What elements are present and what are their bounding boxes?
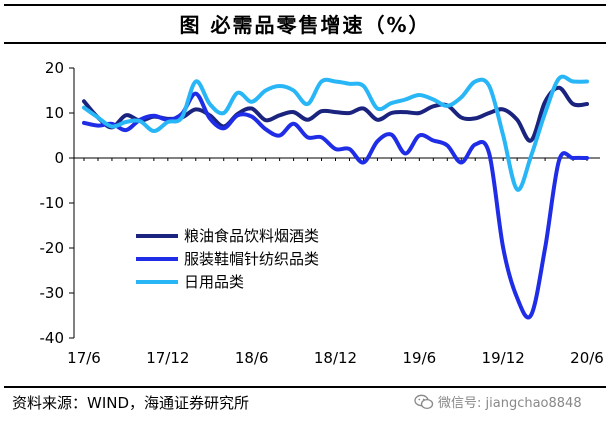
y-tick-label: -20 xyxy=(40,239,65,257)
legend-label: 服装鞋帽针纺织品类 xyxy=(184,250,319,268)
x-tick-label: 19/12 xyxy=(482,349,525,367)
y-tick-label: 10 xyxy=(45,104,64,122)
x-tick-label: 20/6 xyxy=(570,349,604,367)
wechat-icon xyxy=(414,394,434,409)
chart-title: 图 必需品零售增速（%） xyxy=(179,13,431,37)
x-tick-label: 17/6 xyxy=(67,349,101,367)
x-tick-label: 19/6 xyxy=(402,349,436,367)
y-tick-label: 0 xyxy=(54,149,64,167)
title-bottom-rule xyxy=(4,42,606,44)
title-top-rule xyxy=(4,4,606,6)
title-bar: 图 必需品零售增速（%） xyxy=(0,0,610,46)
x-tick-label: 18/12 xyxy=(314,349,357,367)
legend-label: 日用品类 xyxy=(184,273,244,291)
series-layer xyxy=(82,74,589,320)
y-tick-label: -40 xyxy=(40,329,65,347)
series-line-clothing xyxy=(82,91,589,320)
y-tick-label: -30 xyxy=(40,284,65,302)
legend-label: 粮油食品饮料烟酒类 xyxy=(184,227,319,245)
footer-rule xyxy=(4,386,606,388)
x-tick-label: 17/12 xyxy=(146,349,189,367)
series-line-grain-food xyxy=(82,85,589,143)
series-line-daily-goods xyxy=(82,74,589,192)
source-note: 资料来源：WIND，海通证券研究所 xyxy=(12,394,250,412)
y-tick-label: 20 xyxy=(45,59,64,77)
watermark: 微信号: jiangchao8848 xyxy=(414,392,582,411)
watermark-text: 微信号: jiangchao8848 xyxy=(438,396,582,411)
y-tick-label: -10 xyxy=(40,194,65,212)
x-tick-label: 18/6 xyxy=(235,349,269,367)
